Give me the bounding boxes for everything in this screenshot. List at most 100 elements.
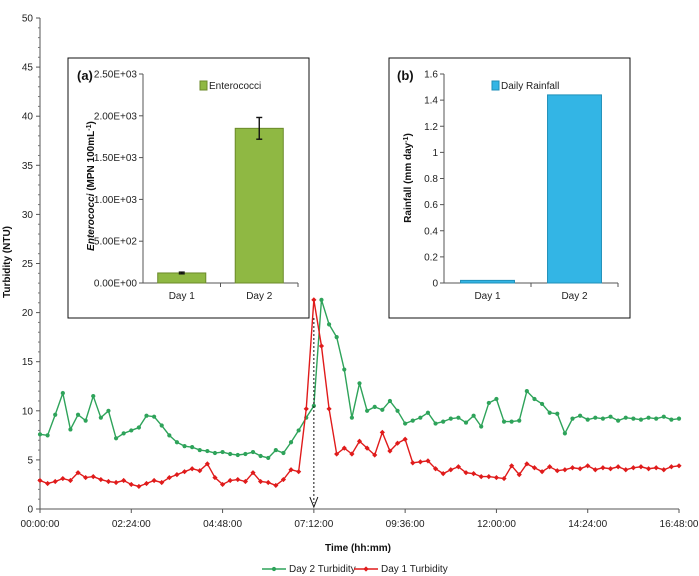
data-point — [280, 476, 287, 483]
inset-a-y-tick-label: 1.00E+03 — [94, 195, 138, 206]
data-point — [159, 479, 165, 486]
main-y-axis-label: Turbidity (NTU) — [2, 226, 13, 298]
data-point — [661, 467, 667, 473]
data-point — [578, 413, 583, 418]
data-point — [653, 465, 659, 471]
data-point — [645, 466, 652, 472]
inset-b-y-axis-label: Rainfall (mm day-1) — [403, 133, 415, 223]
data-point — [448, 416, 453, 421]
data-point — [91, 393, 96, 399]
data-point — [372, 452, 378, 458]
inset-b-legend-swatch — [491, 80, 500, 91]
data-point — [448, 467, 454, 473]
data-point — [410, 418, 415, 423]
data-point — [235, 476, 241, 483]
data-point — [334, 335, 339, 340]
data-point — [341, 445, 347, 451]
main-x-tick-label: 16:48:00 — [660, 519, 699, 530]
inset-b-y-tick-label: 0.8 — [424, 174, 438, 185]
data-point — [281, 450, 286, 456]
data-point — [67, 477, 74, 484]
main-x-tick-label: 14:24:00 — [568, 519, 607, 530]
data-point — [288, 467, 294, 473]
inset-b-y-tick-label: 0.6 — [424, 200, 438, 211]
data-point — [562, 431, 567, 436]
data-point — [402, 436, 408, 442]
data-point — [166, 474, 172, 481]
data-point — [517, 418, 522, 423]
data-point — [45, 480, 51, 487]
data-point — [197, 447, 202, 453]
legend-label: Day 1 Turbidity — [381, 564, 448, 575]
data-point — [159, 423, 164, 428]
data-point — [273, 447, 278, 453]
data-point — [501, 475, 507, 482]
data-point — [113, 479, 119, 486]
data-point — [37, 477, 43, 484]
data-point — [227, 477, 233, 484]
inset-a-legend-label: Enterococci — [209, 81, 261, 92]
data-point — [623, 467, 629, 473]
data-point — [342, 367, 347, 372]
data-point — [68, 427, 73, 432]
series-day-1-turbidity — [37, 297, 682, 490]
data-point — [577, 466, 583, 472]
inset-b-y-tick-label: 1.2 — [424, 122, 438, 133]
data-point — [83, 474, 89, 481]
data-point — [326, 406, 332, 412]
inset-b-y-tick-label: 1 — [432, 148, 438, 159]
data-point — [212, 474, 218, 481]
inset-b-axes: 0 0.2 0.4 0.6 0.8 1 1.2 1.4 1.6 Day 1 Day 2 — [424, 70, 619, 302]
main-y-tick-label: 50 — [22, 14, 34, 25]
inset-a-y-axis-label: Enterococci (MPN 100mL-1) — [86, 121, 98, 251]
data-point — [623, 415, 628, 420]
data-point — [471, 471, 477, 477]
inset-a-y-tick-label: 0.00E+00 — [94, 279, 138, 290]
data-point — [235, 452, 240, 458]
data-point — [395, 408, 400, 413]
data-point — [539, 401, 545, 407]
data-point — [379, 429, 385, 436]
main-y-tick-label: 35 — [22, 161, 34, 172]
data-point — [349, 415, 354, 420]
main-x-tick-label: 12:00:00 — [477, 519, 516, 530]
main-series — [37, 297, 682, 490]
data-point — [121, 477, 127, 484]
main-x-axis-label: Time (hh:mm) — [325, 543, 391, 554]
inset-a-error-bar — [178, 271, 185, 275]
data-point — [608, 414, 613, 419]
inset-b-legend-label: Daily Rainfall — [501, 81, 559, 92]
main-y-tick-label: 5 — [27, 455, 33, 466]
inset-b-y-tick-label: 0.4 — [424, 226, 438, 237]
data-point — [334, 451, 340, 457]
data-point — [288, 440, 294, 445]
data-point — [143, 480, 150, 487]
data-point — [243, 451, 248, 457]
data-point — [357, 381, 362, 386]
data-point — [75, 470, 81, 476]
series-line — [39, 299, 680, 459]
data-point — [616, 418, 621, 423]
inset-a-y-tick-label: 1.50E+03 — [94, 153, 138, 164]
main-x-tick-label: 07:12:00 — [294, 519, 333, 530]
main-y-tick-label: 0 — [27, 505, 33, 516]
data-point — [45, 433, 50, 438]
data-point — [219, 481, 226, 488]
data-point — [364, 445, 370, 451]
data-point — [669, 417, 674, 422]
data-point — [167, 433, 172, 438]
data-point — [592, 467, 598, 473]
arrow-head — [309, 496, 319, 509]
inset-b-rainfall: (b) 0 0.2 0.4 0.6 0.8 1 1.2 1.4 1.6 Day 1 Day 2 Da… — [388, 57, 631, 319]
data-point — [190, 445, 195, 450]
data-point — [326, 322, 332, 327]
inset-b-y-tick-label: 1.6 — [424, 70, 438, 81]
data-point — [479, 424, 484, 429]
data-point — [296, 469, 302, 475]
data-point — [531, 465, 538, 471]
data-point — [425, 410, 431, 415]
data-point — [433, 421, 438, 426]
data-point — [152, 414, 157, 419]
data-point — [676, 463, 682, 469]
